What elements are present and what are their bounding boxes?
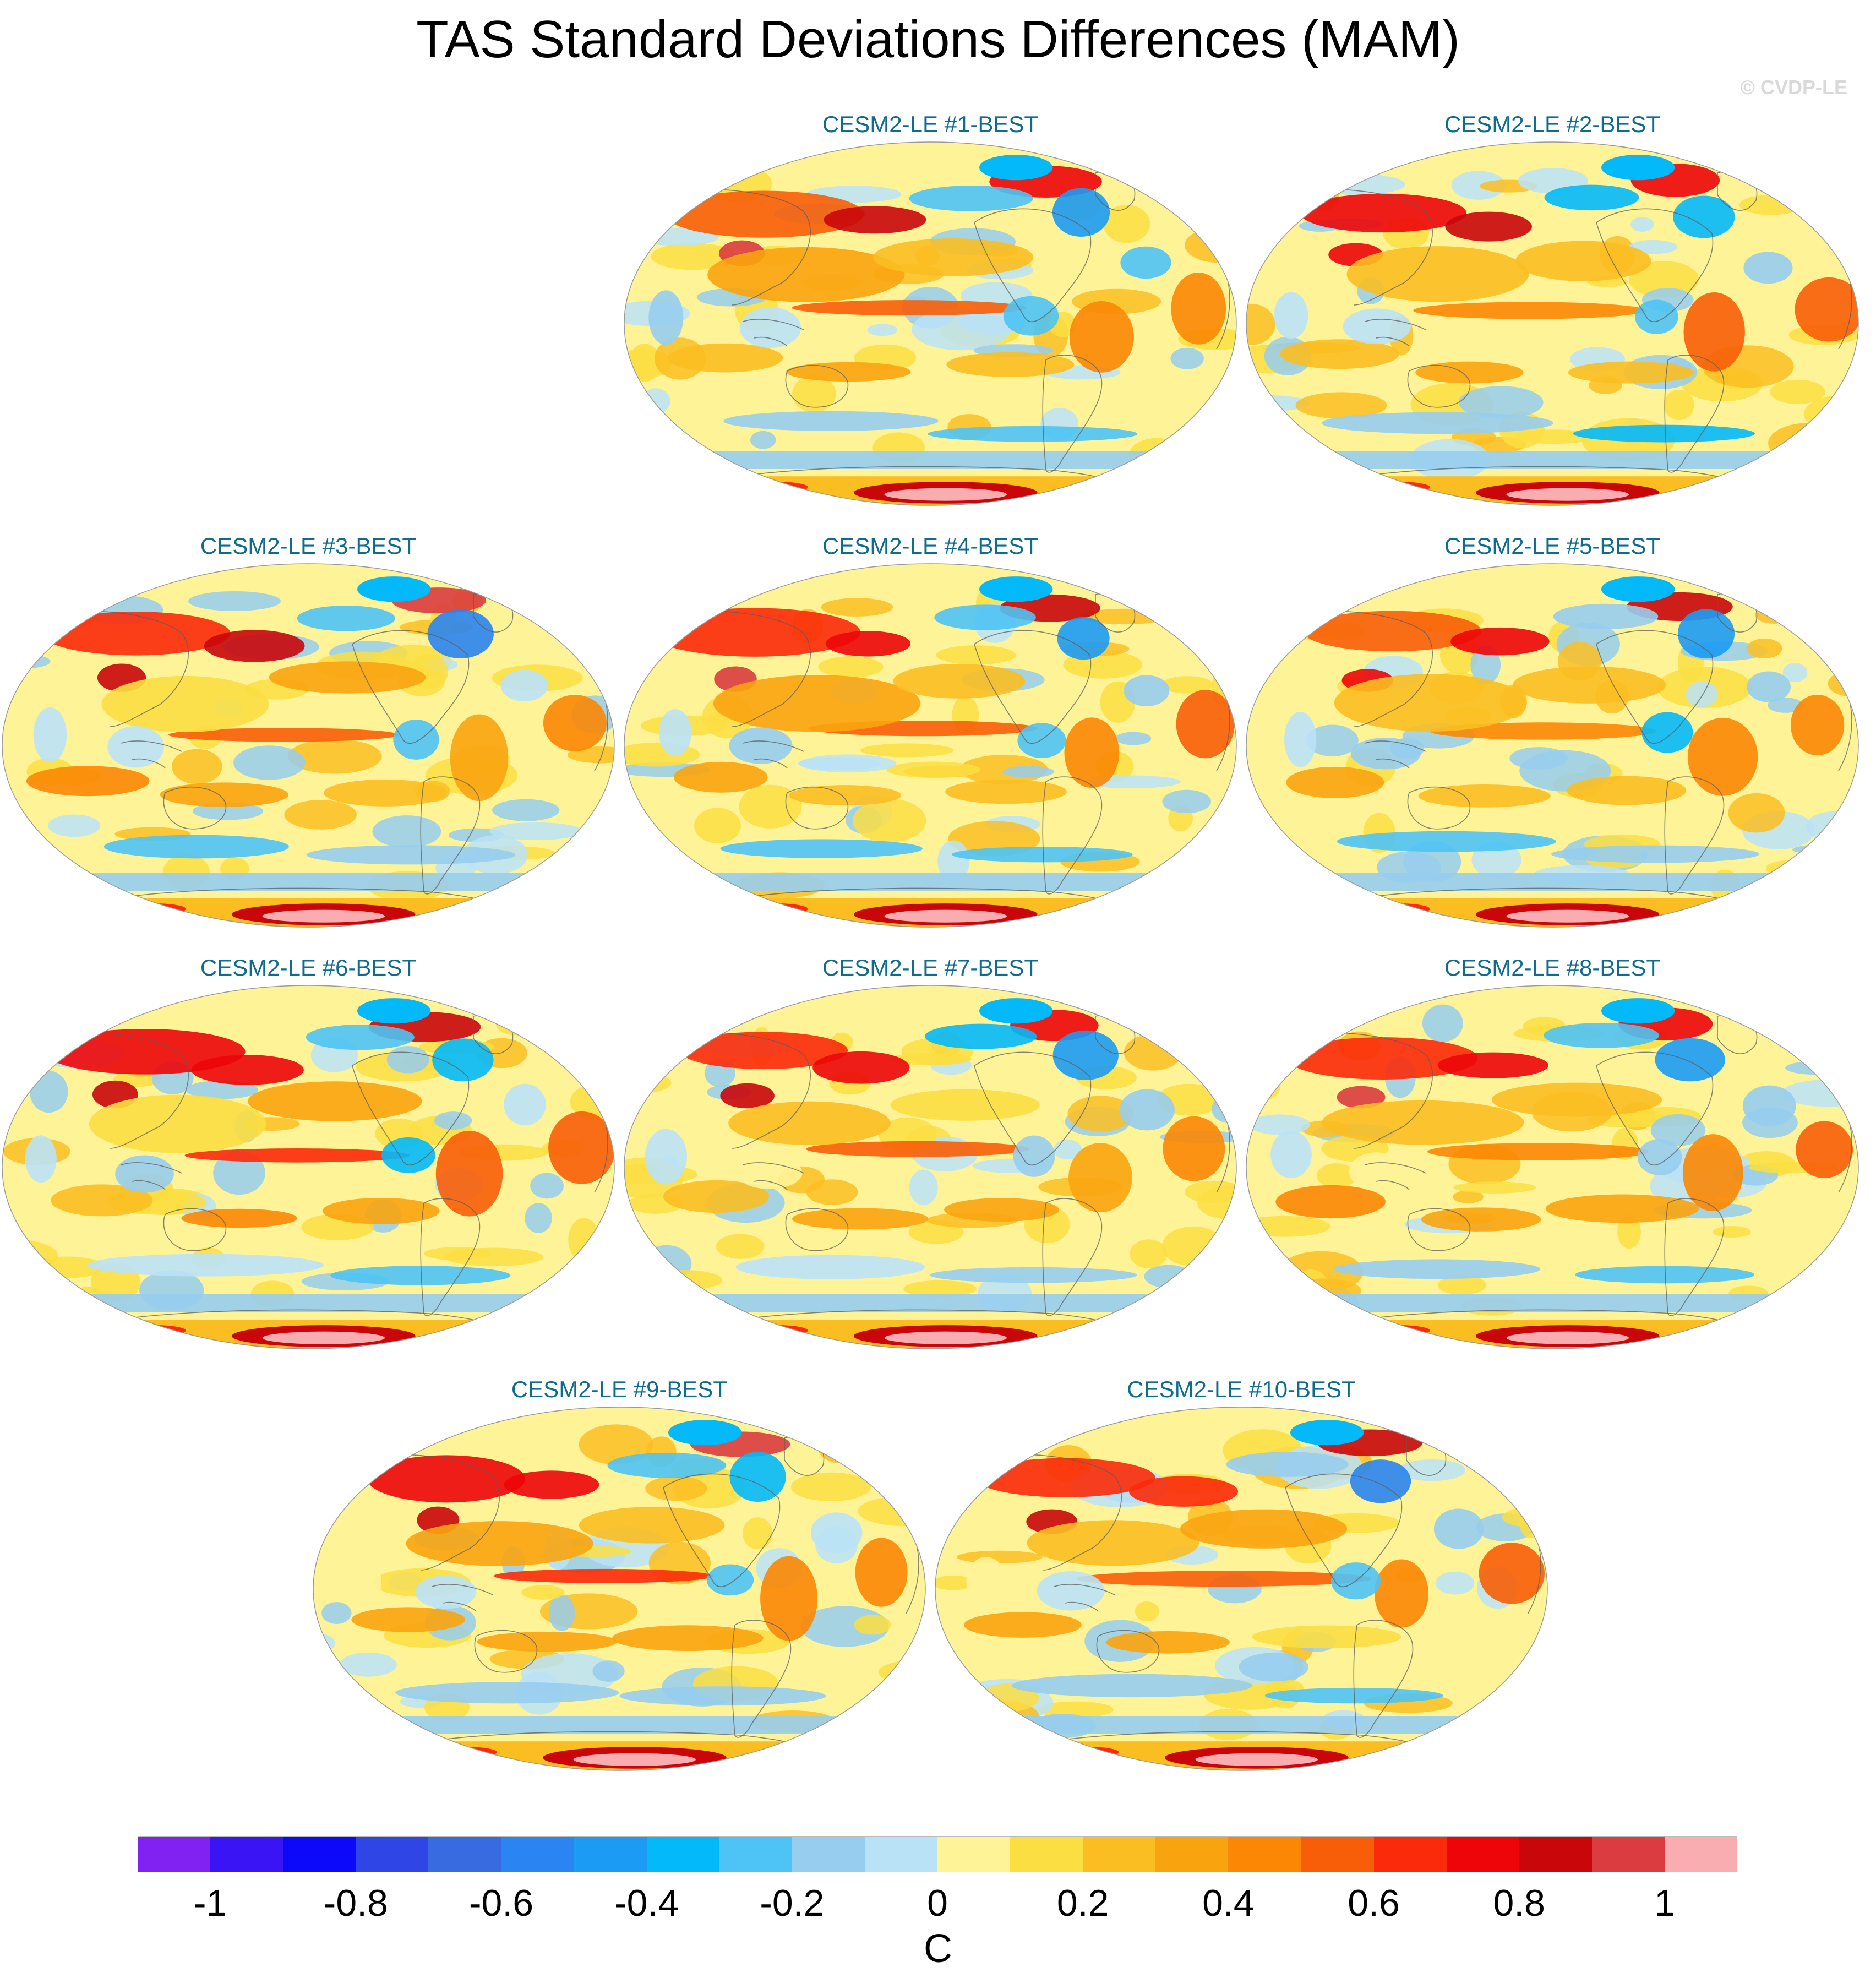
colorbar-unit-label: C <box>924 1927 952 1971</box>
colorbar-tick-label: -0.2 <box>760 1882 825 1924</box>
map-panel-2: CESM2-LE #2-BEST <box>1244 110 1861 508</box>
colorbar-tick-label: 0.6 <box>1348 1882 1400 1924</box>
map-panel-8: CESM2-LE #8-BEST <box>1244 953 1861 1351</box>
colorbar-swatch <box>1373 1836 1447 1872</box>
panel-title: CESM2-LE #4-BEST <box>822 533 1039 559</box>
watermark: © CVDP-LE <box>1740 76 1847 99</box>
world-map-8 <box>1246 985 1859 1349</box>
world-map-6 <box>2 985 615 1349</box>
world-map-1 <box>624 141 1237 506</box>
colorbar-swatch <box>1083 1836 1156 1872</box>
figure-title: TAS Standard Deviations Differences (MAM… <box>416 10 1460 69</box>
colorbar-swatch <box>138 1836 211 1872</box>
colorbar-tick-label: 0 <box>927 1882 948 1924</box>
colorbar-swatch <box>356 1836 429 1872</box>
world-map-5 <box>1246 563 1859 928</box>
map-panel-5: CESM2-LE #5-BEST <box>1244 532 1861 929</box>
colorbar-swatch <box>1155 1836 1229 1872</box>
colorbar <box>138 1836 1738 1872</box>
panel-title: CESM2-LE #3-BEST <box>200 533 417 559</box>
map-panel-1: CESM2-LE #1-BEST <box>622 110 1239 508</box>
colorbar-swatch <box>1228 1836 1301 1872</box>
world-map-3 <box>2 563 615 928</box>
map-panel-7: CESM2-LE #7-BEST <box>622 953 1239 1351</box>
colorbar-swatch <box>1591 1836 1665 1872</box>
map-panel-4: CESM2-LE #4-BEST <box>622 532 1239 929</box>
panel-title: CESM2-LE #9-BEST <box>511 1376 728 1402</box>
colorbar-swatch <box>792 1836 865 1872</box>
colorbar-swatch <box>210 1836 283 1872</box>
colorbar-swatch <box>283 1836 356 1872</box>
colorbar-swatch <box>719 1836 792 1872</box>
colorbar-swatch <box>428 1836 501 1872</box>
panel-title: CESM2-LE #10-BEST <box>1127 1376 1356 1402</box>
panel-title: CESM2-LE #5-BEST <box>1444 533 1661 559</box>
colorbar-tick-label: -0.4 <box>614 1882 679 1924</box>
colorbar-tick-label: -0.8 <box>323 1882 388 1924</box>
colorbar-swatch <box>1010 1836 1083 1872</box>
panel-title: CESM2-LE #6-BEST <box>200 955 417 980</box>
colorbar-tick-label: 0.4 <box>1202 1882 1255 1924</box>
colorbar-swatch <box>1446 1836 1519 1872</box>
world-map-7 <box>624 985 1237 1349</box>
colorbar-tick-label: 0.8 <box>1493 1882 1545 1924</box>
panel-title: CESM2-LE #1-BEST <box>822 111 1039 137</box>
panel-title: CESM2-LE #8-BEST <box>1444 955 1661 980</box>
panel-title: CESM2-LE #2-BEST <box>1444 111 1661 137</box>
colorbar-swatch <box>937 1836 1011 1872</box>
colorbar-tick-label: -0.6 <box>468 1882 534 1924</box>
colorbar-tick-label: -1 <box>193 1882 227 1924</box>
map-panel-9: CESM2-LE #9-BEST <box>311 1375 928 1773</box>
map-panel-3: CESM2-LE #3-BEST <box>0 532 617 929</box>
panel-title: CESM2-LE #7-BEST <box>822 955 1039 980</box>
colorbar-swatch <box>1519 1836 1592 1872</box>
map-panel-6: CESM2-LE #6-BEST <box>0 953 617 1351</box>
map-panel-10: CESM2-LE #10-BEST <box>933 1375 1550 1773</box>
colorbar-tick-labels: -1 -0.8 -0.6 -0.4 -0.2 0 0.2 0.4 0.6 0.8 1 <box>138 1878 1737 1928</box>
colorbar-swatch <box>1664 1836 1738 1872</box>
colorbar-swatch <box>574 1836 647 1872</box>
colorbar-swatch <box>501 1836 574 1872</box>
world-map-9 <box>313 1407 926 1771</box>
colorbar-tick-label: 0.2 <box>1056 1882 1109 1924</box>
colorbar-tick-label: 1 <box>1654 1882 1675 1924</box>
world-map-2 <box>1246 141 1859 506</box>
colorbar-swatch <box>646 1836 719 1872</box>
world-map-10 <box>935 1407 1548 1771</box>
world-map-4 <box>624 563 1237 928</box>
colorbar-swatch <box>1301 1836 1374 1872</box>
colorbar-swatch <box>864 1836 938 1872</box>
